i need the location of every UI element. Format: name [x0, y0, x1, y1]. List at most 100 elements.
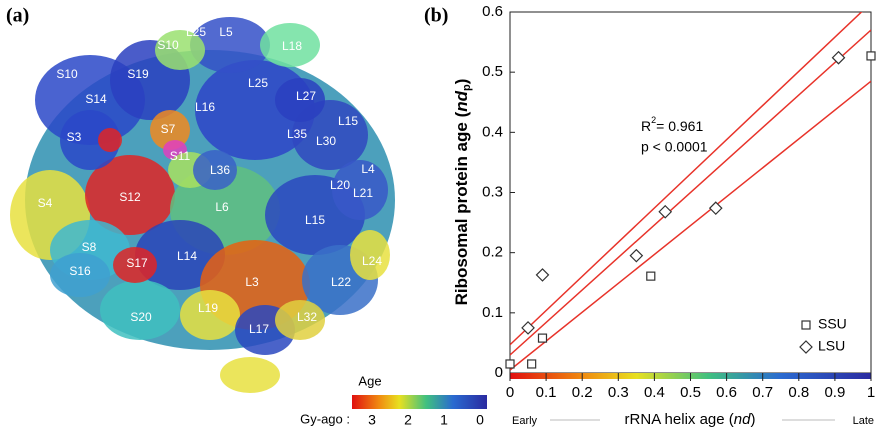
protein-label: L35: [287, 127, 307, 141]
legend-title: Age: [358, 373, 381, 388]
protein-label: L25: [186, 25, 206, 39]
y-tick-label: 0.2: [482, 244, 503, 261]
protein-blob: [85, 155, 175, 235]
annotation-part: = 0.961: [656, 118, 703, 134]
x-tick-label: 1: [867, 384, 875, 401]
protein-label: L24: [362, 254, 382, 268]
marker-diamond: [799, 340, 813, 354]
label-part: ): [452, 79, 471, 85]
protein-blob: [180, 290, 240, 340]
protein-label: L3: [245, 275, 259, 289]
protein-label: S10: [56, 67, 78, 81]
fit-line: [510, 29, 871, 356]
protein-label: L14: [177, 249, 197, 263]
protein-label: S4: [38, 196, 53, 210]
label-part: nd: [734, 411, 751, 428]
label-part: nd: [452, 90, 471, 111]
label-part: ): [750, 411, 755, 428]
chart: 0 0.1 0.2 0.3 0.4 0.5 0.6 0 0.1 0.2 0.3 0.4 0.5 0.6 0.…: [452, 3, 876, 428]
panel-tag: (b): [424, 5, 448, 27]
protein-blob: [275, 78, 325, 122]
annotation-part: R: [641, 118, 651, 134]
protein-label: L27: [296, 89, 316, 103]
y-axis-label: Ribosomal protein age (ndp): [452, 79, 472, 306]
marker-square: [537, 333, 548, 343]
fit-line: [510, 80, 871, 371]
protein-label: L19: [198, 301, 218, 315]
fit-line: [510, 12, 863, 346]
protein-label: S20: [130, 310, 152, 324]
x-tick-label: 0.2: [572, 384, 593, 401]
annotation: p < 0.0001: [641, 139, 708, 155]
x-tick-label: 0.6: [716, 384, 737, 401]
protein-label: L5: [219, 25, 233, 39]
x-axis-label: rRNA helix age (nd): [625, 411, 756, 428]
protein-label: S8: [82, 240, 97, 254]
legend-tick: 3: [368, 412, 376, 428]
x-tick-label: 0.1: [536, 384, 557, 401]
protein-blob: [260, 23, 320, 67]
protein-label: S16: [69, 264, 91, 278]
protein-label: L4: [361, 162, 375, 176]
y-tick-label: 0.1: [482, 304, 503, 321]
y-tick-label: 0.5: [482, 63, 503, 80]
x-tick-label: 0.7: [752, 384, 773, 401]
label-part: rRNA helix age (: [625, 411, 734, 428]
protein-label: L30: [316, 134, 336, 148]
protein-blob: [350, 230, 390, 280]
x-tick-label: 0.8: [788, 384, 809, 401]
legend-label: LSU: [818, 338, 845, 354]
legend-tick: 1: [440, 412, 448, 428]
protein-label: S7: [161, 122, 176, 136]
marker-diamond: [658, 204, 673, 219]
legend-unit: Gy-ago :: [300, 411, 350, 426]
legend-tick: 2: [404, 412, 412, 428]
protein-blob: [100, 280, 180, 340]
protein-blob: [155, 30, 205, 70]
panel-tag: (a): [6, 5, 29, 27]
age-colorbar: [352, 395, 487, 409]
protein-label: L15: [305, 213, 325, 227]
protein-label: S3: [67, 130, 82, 144]
protein-label: L6: [215, 200, 229, 214]
protein-blob: [98, 128, 122, 152]
marker-square: [801, 320, 811, 330]
protein-label: S17: [126, 256, 148, 270]
protein-blob: [190, 17, 270, 73]
marker-diamond: [535, 268, 550, 282]
marker-square: [527, 359, 537, 369]
marker-square: [866, 51, 876, 61]
protein-blob: [193, 150, 237, 190]
ribosome-image: S10 L25 L5 L18 S10 S19 L25 S14 L16 L27 L15 S3 S7 L35 L…: [10, 17, 487, 428]
protein-label: L15: [338, 114, 358, 128]
protein-blob: [60, 110, 120, 170]
protein-label: L22: [331, 275, 351, 289]
protein-label: L21: [353, 186, 373, 200]
protein-label: S12: [119, 190, 141, 204]
protein-blob: [113, 247, 157, 283]
protein-label: S14: [85, 92, 107, 106]
x-end-label: Early: [512, 415, 538, 427]
protein-blob: [50, 253, 110, 297]
protein-blob: [220, 357, 280, 393]
protein-blob: [275, 300, 325, 340]
protein-label: L20: [330, 178, 350, 192]
marker-diamond: [708, 201, 723, 215]
protein-label: L16: [195, 100, 215, 114]
protein-label: L18: [282, 39, 302, 53]
protein-blob: [150, 110, 190, 150]
x-tick-label: 0.4: [644, 384, 665, 401]
marker-diamond: [831, 50, 846, 65]
x-tick-label: 0.9: [824, 384, 845, 401]
x-tick-label: 0.5: [680, 384, 701, 401]
y-tick-label: 0.4: [482, 123, 503, 140]
marker-square: [646, 271, 656, 281]
x-tick-label: 0.3: [608, 384, 629, 401]
label-part: Ribosomal protein age (: [452, 111, 471, 305]
x-end-label: Late: [853, 415, 874, 427]
y-tick-label: 0: [495, 364, 503, 381]
protein-label: L36: [210, 163, 230, 177]
y-tick-label: 0.6: [482, 3, 503, 20]
legend-label: SSU: [818, 316, 847, 332]
